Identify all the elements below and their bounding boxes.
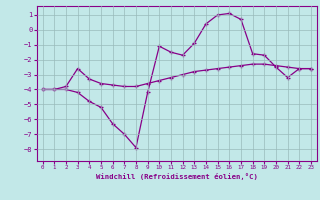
X-axis label: Windchill (Refroidissement éolien,°C): Windchill (Refroidissement éolien,°C) xyxy=(96,173,258,180)
